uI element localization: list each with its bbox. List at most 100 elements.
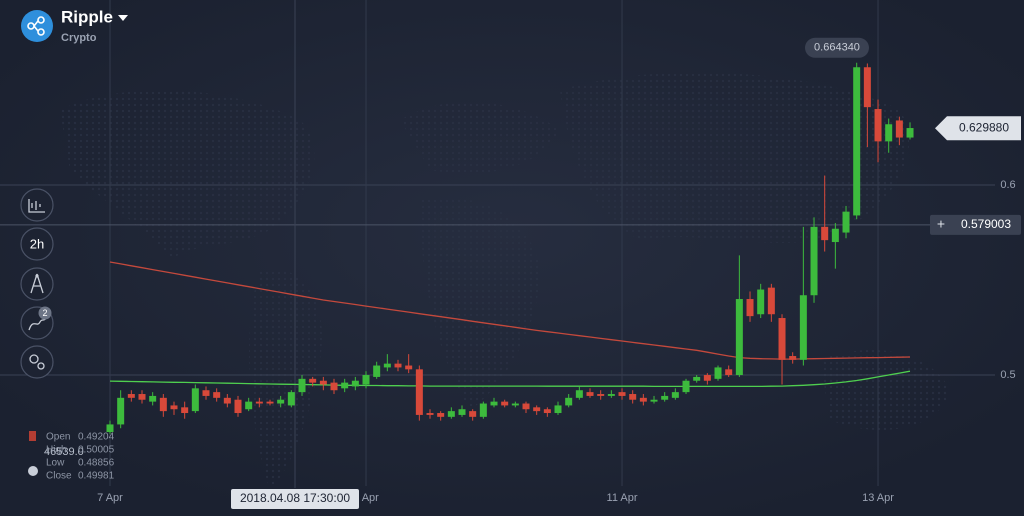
candle-body: [138, 394, 146, 400]
candle-body: [106, 424, 114, 433]
dropdown-caret[interactable]: [118, 15, 128, 21]
candle-body: [223, 397, 231, 404]
interval-button[interactable]: 2h: [20, 227, 54, 261]
info-value: 0.48856: [78, 458, 115, 469]
interval-label: 2h: [30, 236, 44, 251]
moving-average-line: [109, 370, 911, 388]
info-label: Low: [46, 458, 65, 469]
chart-type-button[interactable]: [20, 188, 54, 222]
candle-body: [671, 392, 679, 398]
crosshair-time-label: 2018.04.08 17:30:00: [240, 491, 350, 505]
candle-body: [885, 124, 893, 142]
ohlc-info: 46539.0 Open 0.49204 High 0.50005 Low 0.48856…: [28, 431, 115, 482]
candle-body: [799, 295, 807, 360]
candle-body: [202, 390, 210, 396]
help-icon[interactable]: [28, 466, 38, 476]
candle-body: [255, 401, 263, 404]
toolbar: 2h 2: [20, 188, 54, 379]
candle-body: [351, 380, 359, 387]
candle-body: [277, 399, 285, 404]
ripple-logo: [21, 10, 53, 42]
candle-body: [117, 397, 125, 425]
candle-body: [533, 407, 541, 412]
candle-body: [682, 380, 690, 393]
asset-title[interactable]: Ripple: [61, 7, 113, 26]
candle-body: [575, 390, 583, 398]
candle-body: [543, 409, 551, 414]
candle-body: [501, 401, 509, 406]
indicators-button[interactable]: 2: [20, 306, 54, 340]
candle-body: [469, 411, 477, 417]
x-tick-label: 9 Apr: [353, 492, 379, 504]
world-map: [60, 72, 950, 490]
candle-body: [191, 388, 199, 412]
candle-body: [383, 363, 391, 368]
volume-value: 46539.0: [44, 446, 84, 458]
high-price-tag: [805, 37, 869, 58]
indicator-count: 2: [42, 308, 47, 318]
candle-body: [511, 403, 519, 406]
candle-body: [693, 376, 701, 381]
candle-body: [341, 382, 349, 389]
candle-body: [234, 399, 242, 414]
info-icon: [29, 431, 36, 441]
candle-body: [661, 395, 669, 400]
candle-body: [597, 394, 605, 396]
candle-body: [394, 363, 402, 368]
candle-body: [447, 411, 455, 417]
candle-body: [725, 369, 733, 376]
indicator-badge: [38, 306, 52, 320]
candle-body: [319, 380, 327, 385]
crosshair-price-tag: [930, 214, 1021, 235]
candle-body: [127, 394, 135, 398]
info-label: Open: [46, 432, 70, 443]
candle-body: [309, 378, 317, 383]
info-label: High: [46, 445, 67, 456]
candle-body: [458, 409, 466, 415]
asset-subtitle: Crypto: [61, 32, 97, 44]
x-tick-label: 7 Apr: [97, 492, 123, 504]
candle-body: [789, 356, 797, 360]
candle-body: [426, 413, 434, 415]
candle-body: [757, 289, 765, 315]
candle-body: [362, 375, 370, 385]
info-value: 0.49204: [78, 432, 115, 443]
candle-body: [373, 365, 381, 377]
info-value: 0.49981: [78, 471, 115, 482]
plot: 0.664340 0.629880 + 0.579003 2018.04.08 17:3…: [106, 37, 1021, 509]
candle-body: [895, 120, 903, 138]
candle-body: [213, 392, 221, 398]
candle-body: [181, 407, 189, 414]
candle-body: [853, 67, 861, 216]
last-price-label: 0.629880: [959, 120, 1009, 134]
header: Ripple Crypto: [21, 7, 128, 44]
candle-body: [415, 369, 423, 415]
candle-body: [863, 67, 871, 108]
high-price-label: 0.664340: [814, 42, 860, 54]
last-price-tag: [935, 116, 1021, 141]
crosshair-price-label: 0.579003: [961, 217, 1011, 231]
logo-glyph: [27, 16, 45, 36]
candle-body: [287, 392, 295, 406]
candle-body: [831, 228, 839, 243]
info-label: Close: [46, 471, 72, 482]
drawing-tool-button[interactable]: [20, 267, 54, 301]
candle-body: [266, 401, 274, 404]
settings-button[interactable]: [20, 345, 54, 379]
candle-body: [565, 397, 573, 406]
candle-body: [437, 413, 445, 417]
candle-body: [479, 403, 487, 417]
info-value: 0.50005: [78, 445, 115, 456]
candle-body: [490, 401, 498, 406]
candle-body: [650, 399, 658, 402]
candle-body: [405, 365, 413, 370]
candle-body: [746, 299, 754, 317]
candle-body: [767, 287, 775, 315]
candle-body: [522, 403, 530, 410]
candle-body: [586, 392, 594, 396]
candle-body: [906, 128, 914, 138]
candle-body: [842, 211, 850, 233]
candle-body: [639, 397, 647, 402]
